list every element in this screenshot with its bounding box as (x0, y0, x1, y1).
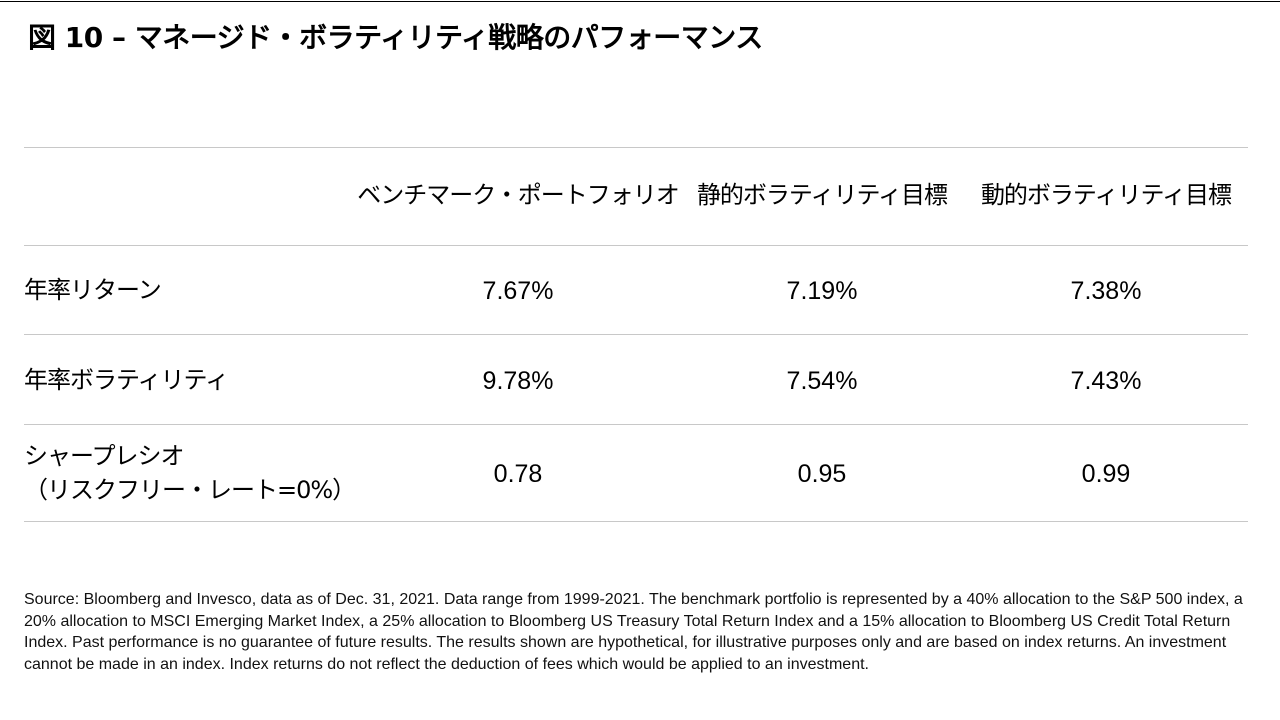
page-title: 図 10 – マネージド・ボラティリティ戦略のパフォーマンス (28, 21, 763, 54)
row-label-annual-volatility: 年率ボラティリティ (24, 366, 229, 394)
value-static-volatility: 7.54% (786, 367, 858, 395)
value-dynamic-return: 7.38% (1070, 277, 1142, 305)
column-header-dynamic-vol: 動的ボラティリティ目標 (980, 181, 1232, 209)
source-footnote: Source: Bloomberg and Invesco, data as o… (24, 591, 1243, 673)
table-rule-bottom (24, 521, 1248, 522)
column-header-static-vol: 静的ボラティリティ目標 (696, 181, 948, 209)
table-rule-row1 (24, 334, 1248, 335)
value-dynamic-volatility: 7.43% (1070, 367, 1142, 395)
table-rule-header (24, 245, 1248, 246)
table-rule-top (24, 147, 1248, 148)
top-rule (0, 1, 1280, 2)
value-dynamic-sharpe: 0.99 (1081, 460, 1131, 488)
column-header-benchmark: ベンチマーク・ポートフォリオ (357, 181, 680, 209)
row-label-sharpe-ratio-note: （リスクフリー・レート=0%） (24, 476, 356, 504)
row-label-sharpe-ratio: シャープレシオ (24, 442, 185, 470)
value-benchmark-volatility: 9.78% (482, 367, 554, 395)
value-static-sharpe: 0.95 (797, 460, 847, 488)
value-static-return: 7.19% (786, 277, 858, 305)
value-benchmark-sharpe: 0.78 (493, 460, 543, 488)
row-label-annual-return: 年率リターン (24, 276, 162, 304)
table-rule-row2 (24, 424, 1248, 425)
value-benchmark-return: 7.67% (482, 277, 554, 305)
